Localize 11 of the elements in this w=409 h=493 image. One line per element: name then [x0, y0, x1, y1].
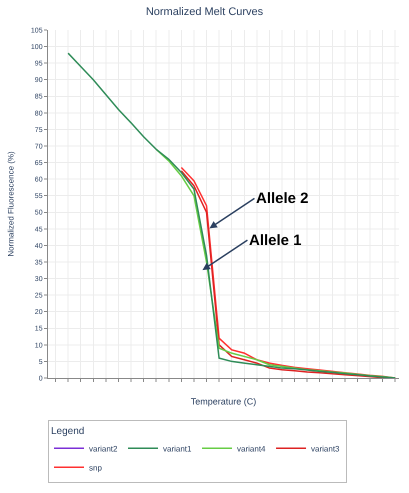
y-axis-title: Normalized Fluorescence (%)	[6, 150, 16, 257]
annotation: Allele 1	[249, 232, 302, 249]
legend-label: variant4	[237, 444, 266, 454]
legend-label: variant2	[89, 444, 118, 454]
legend-label: variant3	[311, 444, 340, 454]
annotation: Allele 2	[256, 190, 309, 207]
legend-label: variant1	[163, 444, 192, 454]
legend-label: snp	[89, 463, 102, 472]
legend-title: Legend	[51, 426, 84, 437]
chart-title: Normalized Melt Curves	[146, 6, 264, 18]
x-axis-title: Temperature (C)	[190, 396, 256, 406]
